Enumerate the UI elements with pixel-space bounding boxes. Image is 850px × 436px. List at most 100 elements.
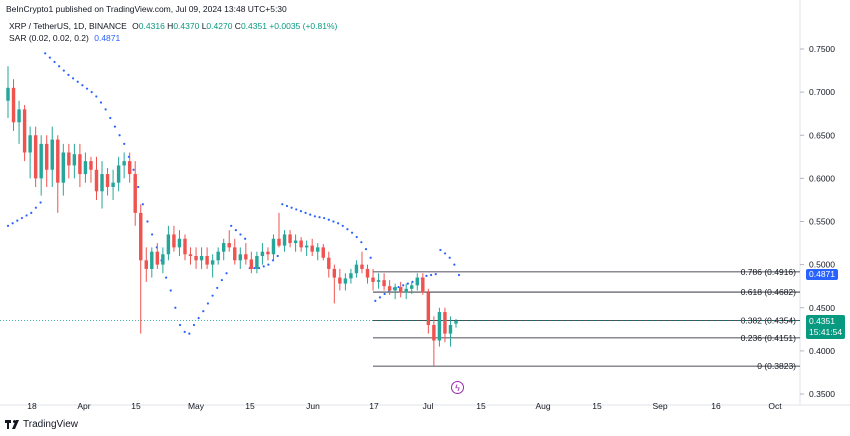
sar-dot xyxy=(304,211,307,214)
sar-dot xyxy=(443,252,447,255)
y-tick-label: 0.7500 xyxy=(809,44,835,54)
grid xyxy=(0,0,850,406)
sar-dot xyxy=(360,241,363,244)
sar-dot xyxy=(183,330,186,333)
sar-dot xyxy=(95,95,98,98)
publish-info: BeInCrypto1 published on TradingView.com… xyxy=(6,4,287,14)
sar-dot xyxy=(137,185,140,189)
candle-body xyxy=(277,238,281,246)
lightning-icon[interactable]: ϟ xyxy=(451,381,464,394)
candle-body xyxy=(310,245,314,252)
candle-body xyxy=(437,312,442,341)
candle-body xyxy=(61,152,66,183)
tradingview-footer[interactable]: TradingView xyxy=(5,419,78,430)
candle-body xyxy=(327,257,331,269)
candle-body xyxy=(33,135,38,179)
sar-dot xyxy=(104,108,107,111)
candle-body xyxy=(238,254,243,261)
candle-body xyxy=(22,109,27,153)
candle-body xyxy=(271,238,276,255)
sar-dot xyxy=(425,274,428,277)
low-label: L xyxy=(201,21,207,31)
sar-dot xyxy=(169,289,172,292)
sar-dot xyxy=(313,215,316,218)
sar-dot xyxy=(20,216,24,220)
y-tick-label: 0.3500 xyxy=(809,389,835,399)
time-axis[interactable]: 18 Apr 15 May 15 Jun 17 Jul 15 Aug 15 Sep 16 Oct xyxy=(27,401,782,411)
candle-body xyxy=(321,247,325,258)
sar-dot xyxy=(34,206,37,209)
candle-body xyxy=(371,277,375,282)
symbol-name: XRP / TetherUS, 1D, BINANCE xyxy=(9,21,127,31)
candle-body xyxy=(210,260,215,265)
candle-body xyxy=(426,292,431,325)
x-tick-label: May xyxy=(188,401,205,411)
candle-body xyxy=(111,182,115,187)
candle-body xyxy=(6,87,10,101)
candle-body xyxy=(221,243,226,252)
sar-dot xyxy=(318,216,321,219)
candle-body xyxy=(166,234,171,255)
sar-dot xyxy=(16,219,19,222)
high-label: H xyxy=(167,21,174,31)
candle-body xyxy=(216,251,220,261)
sar-dot xyxy=(132,168,135,171)
candle-body xyxy=(244,254,248,260)
y-tick-label: 0.6000 xyxy=(809,173,835,183)
candle-body xyxy=(28,135,32,153)
candle-body xyxy=(316,247,320,252)
candle-body xyxy=(100,174,104,192)
candle-body xyxy=(227,243,231,248)
price-axis[interactable]: 0.7500 0.7000 0.6500 0.6000 0.5500 0.5000 0.45… xyxy=(800,44,835,399)
fib-level-label: 0.786 (0.4916) xyxy=(741,267,796,277)
x-tick-label: Sep xyxy=(652,401,667,411)
sar-dot xyxy=(364,248,368,251)
candle-body xyxy=(183,238,187,255)
sar-dot xyxy=(253,266,256,270)
sar-dot xyxy=(355,235,358,239)
candle-body xyxy=(304,245,309,248)
candle-body xyxy=(89,161,93,170)
candle-body xyxy=(194,256,198,261)
candle-body xyxy=(67,152,71,166)
candle-body xyxy=(94,169,99,192)
sar-dot xyxy=(81,84,84,87)
x-tick-label: 16 xyxy=(711,401,721,411)
candle-body xyxy=(421,277,425,293)
x-tick-label: Oct xyxy=(768,401,782,411)
x-tick-label: 17 xyxy=(369,401,379,411)
sar-dot xyxy=(346,228,349,231)
sar-dot xyxy=(220,279,223,282)
x-tick-label: 15 xyxy=(476,401,486,411)
sar-dot xyxy=(188,332,191,335)
sar-label: SAR (0.02, 0.02, 0.2) xyxy=(9,33,89,43)
y-tick-label: 0.7000 xyxy=(809,87,835,97)
x-tick-label: 15 xyxy=(592,401,602,411)
candle-body xyxy=(255,256,259,269)
sar-dot xyxy=(299,210,303,213)
candles xyxy=(0,66,800,366)
candle-body xyxy=(354,264,359,274)
candle-body xyxy=(127,161,132,175)
sar-dot xyxy=(369,256,372,259)
price-change: +0.0035 (+0.81%) xyxy=(269,21,338,31)
sar-dot xyxy=(276,254,279,258)
candle-body xyxy=(199,256,204,261)
candle-body xyxy=(122,161,126,166)
sar-dot xyxy=(141,203,144,206)
last-price: 0.4351 xyxy=(809,316,835,326)
fib-level-label: 0.236 (0.4151) xyxy=(741,333,796,343)
sar-dot xyxy=(281,203,284,206)
candle-body xyxy=(133,174,137,213)
sar-dot xyxy=(99,101,103,104)
sar-dot xyxy=(151,233,154,236)
sar-dot xyxy=(76,80,79,83)
sar-dot xyxy=(225,272,228,275)
symbol-legend: XRP / TetherUS, 1D, BINANCE O0.4316 H0.4… xyxy=(9,21,337,31)
candle-body xyxy=(338,277,342,284)
candle-body xyxy=(448,325,453,334)
candle-body xyxy=(376,280,381,282)
sar-dot xyxy=(341,224,344,227)
sar-dot xyxy=(123,142,126,145)
